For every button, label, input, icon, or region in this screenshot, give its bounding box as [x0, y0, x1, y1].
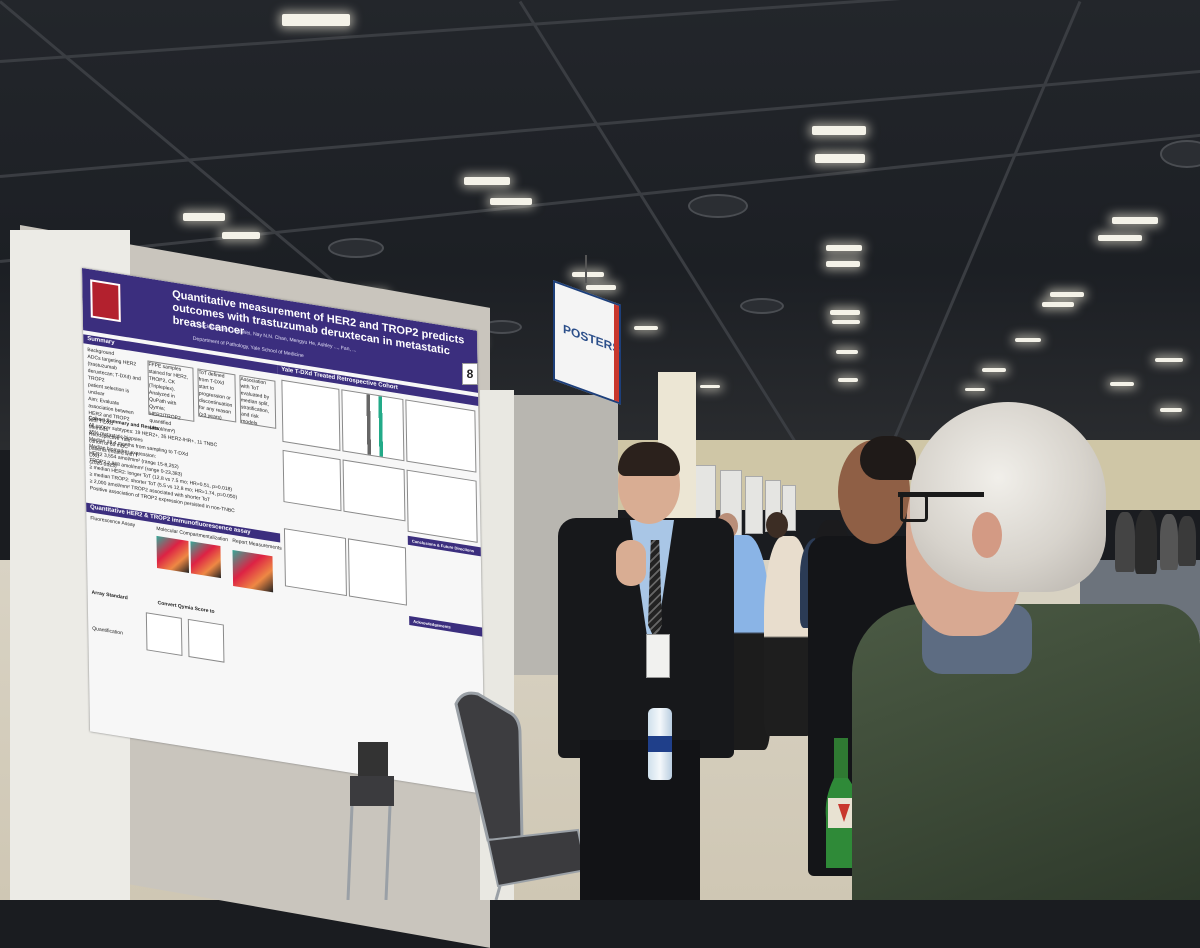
attendee-dark-suit-hair: [860, 436, 916, 480]
flow-box-tot: ToT defined from T-DXd start to progress…: [197, 368, 237, 423]
poster-results: Cohort Summary and Results All cancer su…: [89, 415, 280, 522]
folding-chair: [454, 691, 588, 900]
distant-attendee: [1135, 510, 1157, 574]
ceiling-light: [826, 245, 862, 251]
water-bottle: [648, 708, 672, 780]
box-plot: [342, 459, 406, 522]
ceiling-light: [836, 350, 858, 354]
distant-poster-board: [745, 476, 763, 534]
km-plot: [283, 528, 347, 597]
ceiling-light: [222, 232, 260, 239]
posters-sign-text: POSTERS: [563, 321, 621, 357]
ceiling-light: [586, 285, 616, 290]
ceiling-light: [634, 326, 658, 330]
sign-hanger: [585, 255, 587, 283]
ceiling-light: [464, 177, 510, 185]
km-plot: [347, 538, 407, 606]
flow-box-ffpe: FFPE samples stained for HER2, TROP2, CK…: [147, 360, 195, 435]
data-table: [406, 469, 478, 543]
ceiling-light: [1112, 217, 1158, 224]
yale-shield-logo: [90, 279, 121, 323]
distant-attendee: [1115, 512, 1135, 572]
flow-box-assoc: Association with ToT evaluated by median…: [239, 375, 277, 429]
attendee-grey-hair: [910, 402, 1106, 592]
ceiling-light: [826, 261, 860, 267]
attendee-ear: [972, 512, 1002, 558]
folding-chair-behind: [346, 742, 394, 900]
ceiling-light: [830, 310, 860, 315]
ceiling-light: [1015, 338, 1041, 342]
ceiling-duct: [328, 238, 384, 258]
presenter-legs: [580, 740, 700, 900]
assay-label-convert: Convert Qymia Score to: [157, 600, 215, 616]
eyeglasses-lens: [900, 494, 928, 522]
board-number-tag: 8: [462, 363, 478, 385]
sign-accent-stripe: [614, 304, 619, 403]
ceiling-light: [1160, 408, 1182, 412]
bar-chart: [341, 389, 405, 462]
assay-label-quant: Quantification: [92, 625, 123, 637]
attendee-head: [766, 512, 788, 538]
ceiling-light: [812, 126, 866, 135]
ceiling-light: [1098, 235, 1142, 241]
standard-curve-plot: [187, 618, 225, 663]
ceiling-light: [183, 213, 225, 221]
assay-label-standard: Array Standard: [91, 589, 128, 602]
ceiling-light: [282, 14, 350, 26]
eyeglasses-icon: [898, 492, 984, 519]
ceiling-duct: [688, 194, 748, 218]
ceiling-duct: [740, 298, 784, 314]
ceiling-light: [832, 320, 860, 324]
fluorescence-image: [190, 541, 222, 579]
ceiling-light: [1110, 382, 1134, 386]
ceiling-light: [700, 385, 720, 388]
km-plot: [405, 399, 477, 473]
ceiling-duct: [1160, 140, 1200, 168]
km-plot: [282, 449, 342, 512]
distant-attendee: [1160, 514, 1178, 570]
ceiling-light: [1042, 302, 1074, 307]
km-plot: [281, 379, 341, 452]
research-poster: Quantitative measurement of HER2 and TRO…: [82, 268, 486, 795]
ceiling-light: [490, 198, 532, 205]
ceiling-light: [815, 154, 865, 163]
standard-curve-plot: [145, 612, 183, 657]
fluorescence-image: [232, 549, 274, 593]
presenter-badge: [646, 634, 670, 678]
distant-attendee: [1178, 516, 1196, 566]
presenter-hand: [616, 540, 646, 586]
bottle-label: [648, 736, 672, 752]
ceiling-light: [838, 378, 858, 382]
presenter-hair: [618, 442, 680, 476]
fluorescence-image: [156, 535, 190, 574]
section-acknowledgements: Acknowledgements: [409, 616, 484, 637]
presenter-tie: [648, 540, 662, 640]
ceiling-light: [982, 368, 1006, 372]
ceiling-light: [965, 388, 985, 391]
ceiling-light: [572, 272, 604, 277]
ceiling-light: [1050, 292, 1084, 297]
ceiling-light: [1155, 358, 1183, 362]
